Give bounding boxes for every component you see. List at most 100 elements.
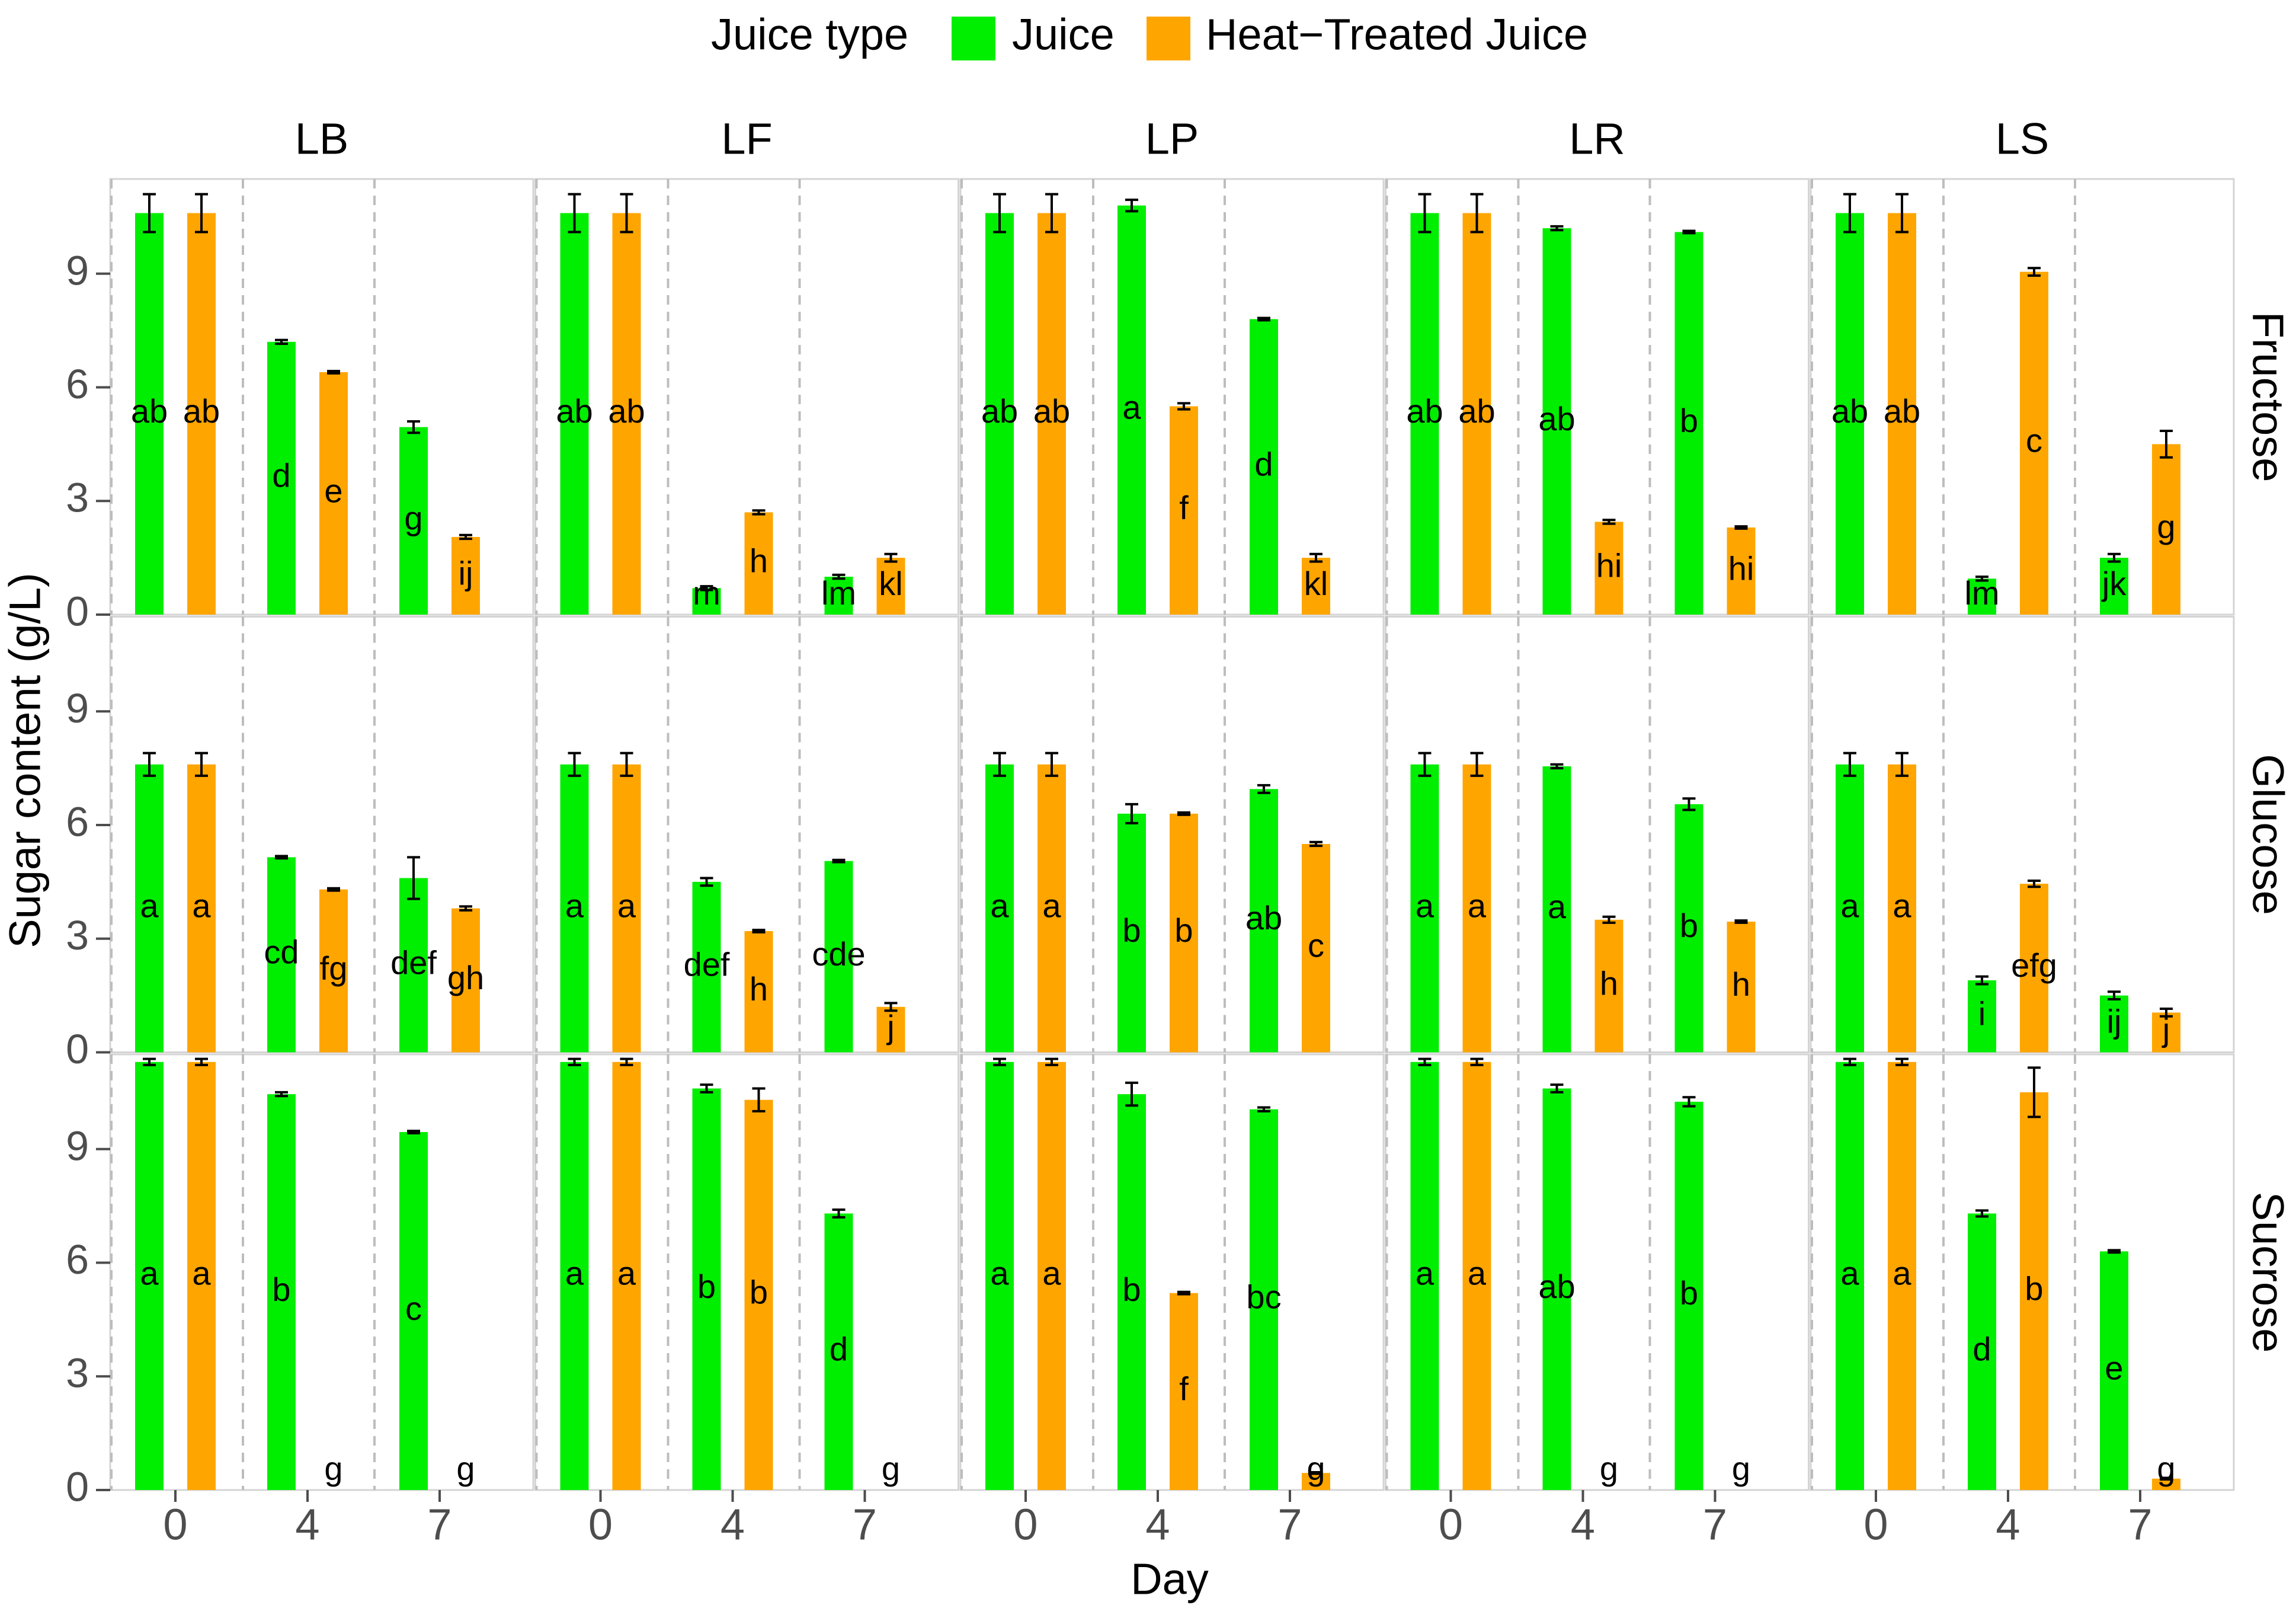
bar-heat-treated-juice xyxy=(319,372,348,615)
significance-label: a xyxy=(1416,887,1434,924)
x-tick-label: 0 xyxy=(1863,1500,1888,1549)
bar-heat-treated-juice xyxy=(319,889,348,1053)
significance-label: a xyxy=(1840,887,1859,924)
y-tick-label: 6 xyxy=(66,1236,89,1283)
bar-juice xyxy=(1410,764,1439,1053)
bar-juice xyxy=(267,1094,296,1490)
bar-juice xyxy=(1836,764,1864,1053)
bar-juice xyxy=(135,1062,164,1490)
significance-label: b xyxy=(1174,912,1193,949)
significance-label: a xyxy=(192,887,211,924)
significance-label: b xyxy=(697,1268,716,1305)
significance-label: h xyxy=(1732,965,1750,1003)
x-tick-label: 0 xyxy=(1439,1500,1463,1549)
bar-juice xyxy=(267,857,296,1053)
significance-label: kl xyxy=(1304,565,1328,602)
significance-label: kl xyxy=(879,565,902,602)
significance-label: ab xyxy=(131,392,168,430)
facet-row-title-glucose: Glucose xyxy=(2243,754,2292,915)
significance-label: ab xyxy=(1538,400,1575,437)
significance-label: g xyxy=(456,1450,475,1487)
significance-label: f xyxy=(1179,1370,1189,1408)
significance-label: h xyxy=(750,970,768,1008)
significance-label: f xyxy=(1179,489,1189,526)
bar-juice xyxy=(135,213,164,615)
bar-heat-treated-juice xyxy=(876,1006,905,1053)
significance-label: d xyxy=(272,457,290,494)
bar-heat-treated-juice xyxy=(744,1099,773,1490)
bar-heat-treated-juice xyxy=(2152,1012,2180,1053)
bar-juice xyxy=(824,577,853,615)
bar-heat-treated-juice xyxy=(1462,213,1491,615)
bar-heat-treated-juice xyxy=(1170,406,1198,615)
significance-label: g xyxy=(1600,1450,1618,1487)
significance-label: jk xyxy=(2101,565,2127,602)
bar-juice xyxy=(1250,1109,1278,1490)
significance-label: b xyxy=(2025,1270,2043,1307)
bar-juice xyxy=(692,1088,721,1490)
significance-label: ab xyxy=(1538,1268,1575,1305)
bar-heat-treated-juice xyxy=(451,908,480,1053)
significance-label: ab xyxy=(1245,899,1282,936)
bar-heat-treated-juice xyxy=(1462,764,1491,1053)
x-tick-label: 0 xyxy=(1013,1500,1037,1549)
bar-heat-treated-juice xyxy=(612,1062,641,1490)
significance-label: d xyxy=(1254,446,1273,483)
significance-label: g xyxy=(324,1450,342,1487)
bar-juice xyxy=(560,764,589,1053)
y-tick-label: 6 xyxy=(66,361,89,407)
bar-juice xyxy=(1674,1101,1703,1490)
bar-juice xyxy=(1836,213,1864,615)
bar-heat-treated-juice xyxy=(876,558,905,615)
significance-label: a xyxy=(1840,1255,1859,1292)
facet-row-title-fructose: Fructose xyxy=(2243,312,2292,482)
bar-juice xyxy=(399,427,428,615)
significance-label: a xyxy=(1122,389,1141,426)
bar-juice xyxy=(560,213,589,615)
significance-label: b xyxy=(1122,1271,1141,1308)
significance-label: cd xyxy=(264,933,299,971)
facet-title-lf: LF xyxy=(721,114,772,164)
x-tick-label: 7 xyxy=(1703,1500,1727,1549)
significance-label: g xyxy=(882,1450,900,1487)
significance-label: lm xyxy=(1964,574,1999,612)
bar-juice xyxy=(985,213,1014,615)
significance-label: h xyxy=(750,542,768,580)
bar-juice xyxy=(560,1062,589,1490)
bar-juice xyxy=(2100,558,2128,615)
bar-heat-treated-juice xyxy=(1302,843,1330,1053)
legend-label-juice: Juice xyxy=(1012,10,1115,59)
legend-title: Juice type xyxy=(711,10,908,59)
significance-label: a xyxy=(1416,1255,1434,1292)
bar-juice xyxy=(135,764,164,1053)
panel-frame xyxy=(1385,1053,1810,1491)
bar-heat-treated-juice xyxy=(1037,1062,1066,1490)
bar-heat-treated-juice xyxy=(612,213,641,615)
significance-label: a xyxy=(1468,887,1487,924)
x-tick-label: 0 xyxy=(163,1500,187,1549)
y-tick-label: 9 xyxy=(66,685,89,731)
bar-juice xyxy=(1674,804,1703,1053)
significance-label: bc xyxy=(1246,1278,1281,1316)
significance-label: c xyxy=(2026,422,2042,459)
bar-heat-treated-juice xyxy=(1037,764,1066,1053)
significance-label: h xyxy=(1600,964,1618,1002)
significance-label: gh xyxy=(447,959,484,996)
bar-heat-treated-juice xyxy=(1727,527,1756,615)
x-tick-label: 0 xyxy=(588,1500,613,1549)
significance-label: a xyxy=(990,887,1009,924)
bar-heat-treated-juice xyxy=(1037,213,1066,615)
legend-label-heat-treated-juice: Heat−Treated Juice xyxy=(1206,10,1588,59)
significance-label: a xyxy=(565,887,584,924)
bar-juice xyxy=(267,341,296,615)
panel-frame xyxy=(109,1053,534,1491)
significance-label: d xyxy=(1972,1331,1991,1368)
bar-juice xyxy=(1542,1088,1571,1490)
bar-juice xyxy=(399,878,428,1053)
y-tick-label: 3 xyxy=(66,475,89,521)
plot-area: LB LF LP LR LS Fructose Glucose Sucrose 0 3 6 9 0 3 6 9… xyxy=(66,114,2292,1549)
significance-label: ij xyxy=(2107,1002,2122,1040)
significance-label: a xyxy=(140,887,159,924)
significance-label: a xyxy=(1892,1255,1911,1292)
x-axis-title: Day xyxy=(1131,1555,1209,1604)
